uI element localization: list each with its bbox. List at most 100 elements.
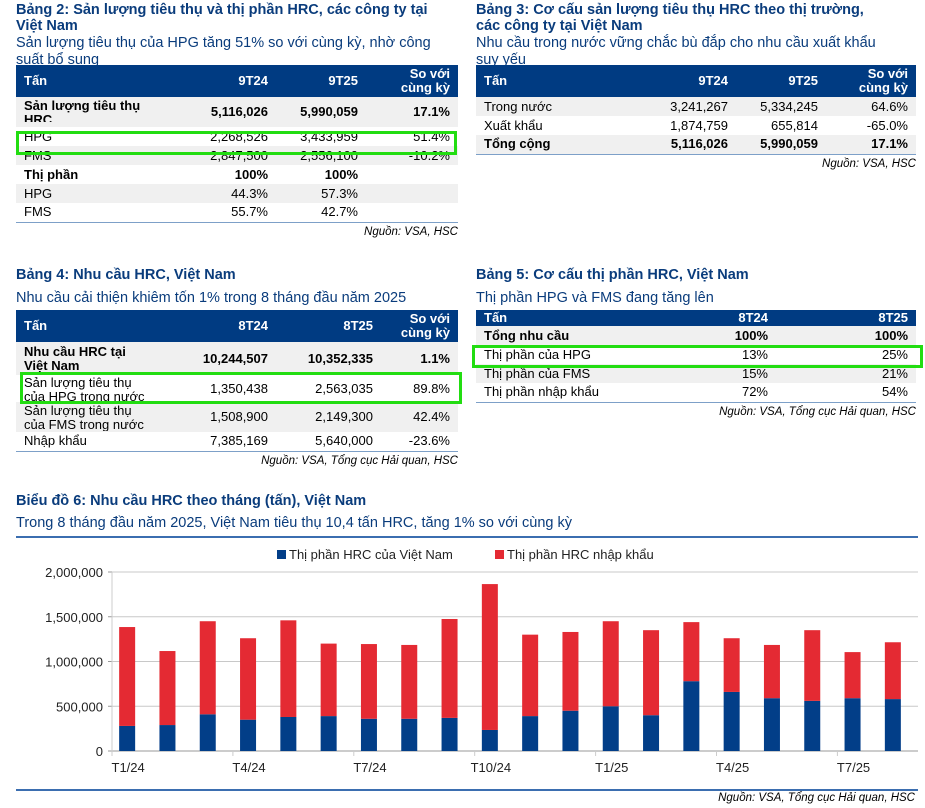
bar-segment-vietnam [240, 719, 257, 751]
table4-source: Nguồn: VSA, Tổng cục Hải quan, HSC [261, 454, 458, 467]
cell-yoy: -65.0% [866, 117, 908, 133]
cell-8t25: 2,563,035 [315, 380, 373, 396]
table-row: Trong nước 3,241,267 5,334,245 64.6% [476, 97, 916, 116]
row-label: Thị phần nhập khẩu [484, 384, 599, 400]
row-label: HPG [24, 128, 53, 144]
table3-header-9t25: 9T25 [736, 65, 826, 97]
cell-9t24: 2,268,526 [210, 128, 268, 144]
bar-segment-vietnam [159, 725, 176, 751]
table5-header-8t24: 8T24 [636, 310, 776, 326]
cell-9t25: 5,990,059 [736, 135, 826, 154]
table-row: FMS 2,847,500 2,556,100 -10.2% [16, 146, 458, 165]
bar-segment-import [320, 643, 337, 717]
row-label: Xuất khẩu [484, 117, 543, 133]
row-label: FMS [24, 204, 52, 220]
table5-source: Nguồn: VSA, Tổng cục Hải quan, HSC [719, 405, 916, 418]
bar-segment-vietnam [562, 710, 579, 751]
table3-header-9t24: 9T24 [626, 65, 736, 97]
bar-segment-vietnam [522, 716, 539, 751]
cell-8t25: 100% [776, 326, 916, 345]
cell-8t24: 13% [741, 346, 768, 362]
row-label: Trong nước [476, 97, 626, 116]
chart6-bottom-rule [16, 789, 918, 791]
table3-title-line2: các công ty tại Việt Nam [476, 18, 643, 34]
cell-8t24: 1,350,438 [210, 380, 268, 396]
row-label-line1: Sản lượng tiêu thụ [24, 375, 132, 390]
table-row: Xuất khẩu 1,874,759 655,814 -65.0% [476, 116, 916, 135]
table3-subtitle-line1: Nhu cầu trong nước vững chắc bù đắp cho … [476, 35, 876, 51]
table-row: Sản lượng tiêu thụ của HPG trong nước 1,3… [16, 375, 458, 402]
bar-segment-import [602, 621, 619, 707]
table4-subtitle: Nhu cầu cải thiện khiêm tốn 1% trong 8 t… [16, 290, 407, 306]
table4-title: Bảng 4: Nhu cầu HRC, Việt Nam [16, 267, 236, 283]
x-axis-tick-labels: T1/24 T4/24 T7/24 T10/24 T1/25 T4/25 T7/25 [111, 751, 870, 775]
table5-header-unit: Tấn [476, 310, 636, 326]
bar-segment-import [562, 631, 579, 711]
row-label: Sản lượng tiêu thụ của FMS trong nước [16, 402, 166, 432]
bar-segment-import [240, 638, 257, 720]
y-tick-label: 0 [96, 744, 103, 759]
legend-swatch-import [495, 550, 504, 559]
table2-panel: Bảng 2: Sản lượng tiêu thụ và thị phần H… [16, 2, 458, 238]
cell-yoy [366, 165, 458, 184]
table4: Tấn 8T24 8T25 So với cùng kỳ Nhu cầu HRC … [16, 310, 458, 452]
row-label-line2: của HPG trong nước [24, 390, 145, 401]
cell-8t25: 25% [881, 346, 908, 362]
cell-9t25: 655,814 [771, 117, 818, 133]
cell-8t24: 72% [741, 384, 768, 400]
bar-segment-vietnam [844, 698, 861, 751]
legend-label-import: Thị phần HRC nhập khẩu [507, 547, 654, 562]
bar-segment-import [844, 652, 861, 699]
cell-9t24: 3,241,267 [626, 97, 736, 116]
table3-header-yoy-line1: So với [867, 66, 908, 81]
cell-9t25: 3,433,959 [300, 128, 358, 144]
table3-header-row: Tấn 9T24 9T25 So với cùng kỳ [476, 65, 916, 97]
bar-segment-vietnam [723, 691, 740, 751]
bar-segment-import [643, 630, 660, 716]
chart6-subtitle: Trong 8 tháng đầu năm 2025, Việt Nam tiê… [16, 515, 572, 531]
row-label-line1: Nhu cầu HRC tại [24, 343, 126, 359]
table2-subtitle: Sản lượng tiêu thụ của HPG tăng 51% so v… [16, 35, 458, 65]
row-label: Thị phần của FMS [476, 364, 636, 383]
bar-segment-import [683, 622, 700, 682]
bar-segment-import [401, 644, 418, 719]
row-label: Sản lượng tiêu thụ HRC [16, 97, 166, 127]
table5-panel: Bảng 5: Cơ cấu thị phần HRC, Việt Nam Th… [476, 267, 916, 418]
table4-header-8t24: 8T24 [166, 310, 276, 342]
cell-yoy: 1.1% [381, 342, 458, 375]
table4-header-yoy-line2: cùng kỳ [400, 325, 450, 340]
x-tick-label: T10/24 [471, 760, 511, 775]
table-row: Thị phần 100% 100% [16, 165, 458, 184]
table3-title: Bảng 3: Cơ cấu sản lượng tiêu thụ HRC th… [476, 2, 916, 34]
cell-yoy [366, 184, 458, 203]
table-row: Sản lượng tiêu thụ HRC 5,116,026 5,990,05… [16, 97, 458, 127]
cell-yoy: 89.8% [413, 380, 450, 396]
bar-segment-vietnam [884, 699, 901, 751]
bar-segment-import [804, 630, 821, 701]
bar-segment-vietnam [280, 716, 297, 751]
cell-8t24: 7,385,169 [210, 433, 268, 449]
table-row: Nhập khẩu 7,385,169 5,640,000 -23.6% [16, 432, 458, 451]
cell-8t24: 10,244,507 [166, 342, 276, 375]
table4-header-yoy: So với cùng kỳ [381, 310, 458, 342]
cell-yoy [366, 203, 458, 222]
table3-source: Nguồn: VSA, HSC [822, 157, 916, 170]
cell-9t25: 5,990,059 [276, 97, 366, 127]
chart-bars [119, 584, 901, 751]
cell-9t25: 2,556,100 [276, 146, 366, 165]
cell-yoy: 42.4% [381, 402, 458, 432]
bar-segment-vietnam [602, 706, 619, 751]
y-tick-label: 2,000,000 [45, 565, 103, 580]
x-tick-label: T7/25 [837, 760, 870, 775]
chart-gridlines [108, 571, 918, 752]
cell-8t25: 21% [776, 364, 916, 383]
cell-9t24: 5,116,026 [166, 97, 276, 127]
table3-header-unit: Tấn [476, 65, 626, 97]
row-label: Tổng nhu cầu [476, 326, 636, 345]
bar-segment-import [884, 642, 901, 700]
table-row: Tổng cộng 5,116,026 5,990,059 17.1% [476, 135, 916, 154]
cell-8t25: 5,640,000 [315, 433, 373, 449]
bar-segment-import [441, 618, 458, 718]
cell-8t24: 15% [636, 364, 776, 383]
table2-title-line1: Bảng 2: Sản lượng tiêu thụ và thị phần H… [16, 2, 428, 18]
